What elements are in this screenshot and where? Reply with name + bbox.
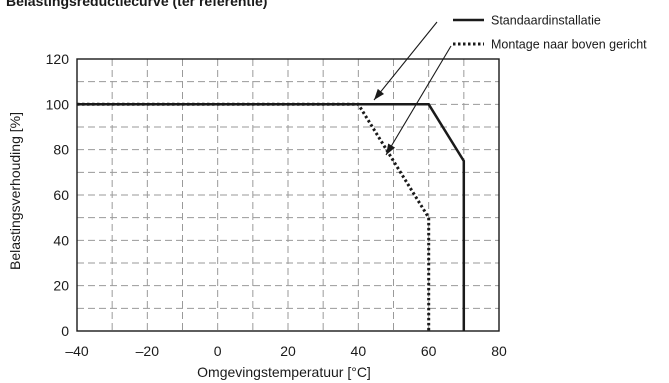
y-tick-label: 0 [61,323,69,339]
legend-pointer-2 [385,45,452,156]
plot-frame [76,58,500,332]
y-tick-label: 120 [46,51,70,67]
series-layer [77,102,466,331]
x-tick-label: 20 [280,343,296,359]
y-tick-labels: 0 20 40 60 80 100 120 [46,51,70,339]
grid [77,59,499,331]
y-axis-title: Belastingsverhouding [%] [7,112,23,270]
y-tick-label: 60 [53,187,69,203]
y-tick-label: 100 [46,96,70,112]
y-tick-label: 20 [53,278,69,294]
chart-title: Belastingsreductiecurve (ter referentie) [6,0,267,9]
legend-pointer-1 [373,21,438,101]
x-tick-labels: –40 –20 0 20 40 60 80 [65,343,507,359]
x-tick-label: 0 [214,343,222,359]
legend-label-1: Standaardinstallatie [491,14,601,28]
x-tick-label: –20 [136,343,160,359]
x-tick-label: 60 [421,343,437,359]
x-tick-label: –40 [65,343,89,359]
legend: Standaardinstallatie Montage naar boven g… [373,14,647,156]
legend-label-2: Montage naar boven gericht [491,38,647,52]
x-axis-title: Omgevingstemperatuur [°C] [197,364,371,380]
y-tick-label: 40 [53,232,69,248]
y-tick-label: 80 [53,142,69,158]
series-line-2 [77,102,431,331]
x-tick-label: 40 [351,343,367,359]
x-tick-label: 80 [491,343,507,359]
